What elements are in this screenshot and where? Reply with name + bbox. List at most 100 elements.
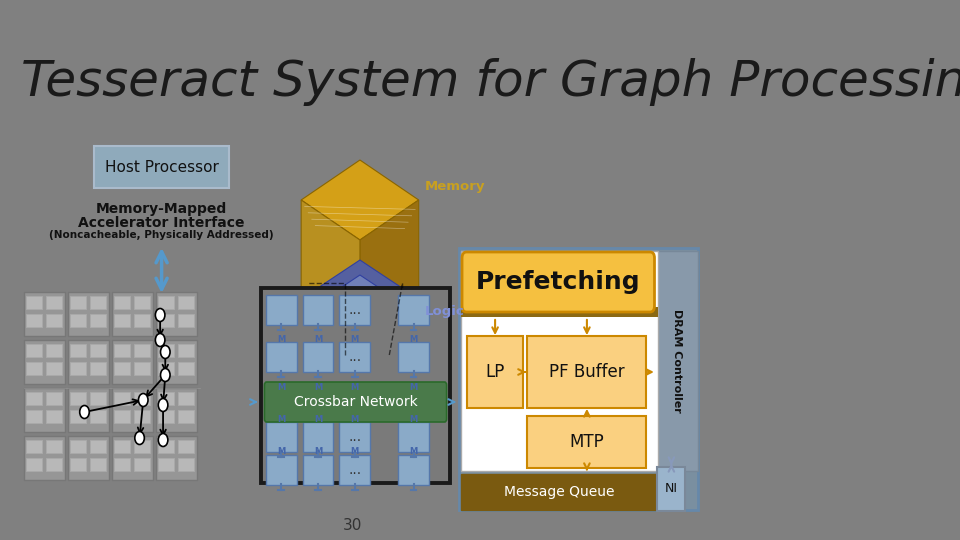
FancyBboxPatch shape bbox=[340, 455, 371, 485]
Circle shape bbox=[138, 394, 148, 407]
FancyBboxPatch shape bbox=[158, 410, 174, 423]
FancyBboxPatch shape bbox=[158, 344, 174, 357]
FancyBboxPatch shape bbox=[111, 388, 153, 432]
FancyBboxPatch shape bbox=[266, 455, 297, 485]
FancyBboxPatch shape bbox=[114, 296, 130, 309]
Text: PF Buffer: PF Buffer bbox=[549, 363, 625, 381]
Text: M: M bbox=[409, 382, 418, 392]
FancyBboxPatch shape bbox=[462, 307, 659, 317]
Text: M: M bbox=[350, 382, 359, 392]
FancyBboxPatch shape bbox=[45, 440, 61, 453]
FancyBboxPatch shape bbox=[23, 388, 64, 432]
Text: M: M bbox=[314, 415, 323, 423]
FancyBboxPatch shape bbox=[527, 416, 646, 468]
FancyBboxPatch shape bbox=[45, 344, 61, 357]
Text: M: M bbox=[277, 335, 285, 345]
Polygon shape bbox=[300, 275, 420, 355]
Polygon shape bbox=[301, 200, 360, 340]
FancyBboxPatch shape bbox=[178, 296, 194, 309]
FancyBboxPatch shape bbox=[114, 392, 130, 405]
FancyBboxPatch shape bbox=[45, 410, 61, 423]
FancyBboxPatch shape bbox=[302, 295, 333, 325]
FancyBboxPatch shape bbox=[158, 392, 174, 405]
FancyBboxPatch shape bbox=[70, 344, 86, 357]
Circle shape bbox=[156, 334, 165, 347]
Text: ...: ... bbox=[348, 463, 361, 477]
FancyBboxPatch shape bbox=[398, 342, 429, 372]
FancyBboxPatch shape bbox=[178, 410, 194, 423]
FancyBboxPatch shape bbox=[111, 292, 153, 336]
FancyBboxPatch shape bbox=[264, 382, 446, 422]
FancyBboxPatch shape bbox=[67, 388, 108, 432]
Text: Prefetching: Prefetching bbox=[476, 270, 640, 294]
FancyBboxPatch shape bbox=[656, 251, 698, 471]
FancyBboxPatch shape bbox=[23, 340, 64, 384]
Circle shape bbox=[156, 308, 165, 321]
FancyBboxPatch shape bbox=[133, 392, 150, 405]
FancyBboxPatch shape bbox=[94, 146, 229, 188]
FancyBboxPatch shape bbox=[70, 296, 86, 309]
Text: Memory: Memory bbox=[424, 180, 485, 193]
FancyBboxPatch shape bbox=[26, 344, 42, 357]
FancyBboxPatch shape bbox=[658, 467, 685, 511]
FancyBboxPatch shape bbox=[398, 455, 429, 485]
Text: M: M bbox=[409, 415, 418, 423]
FancyBboxPatch shape bbox=[26, 440, 42, 453]
FancyBboxPatch shape bbox=[89, 314, 106, 327]
Text: 30: 30 bbox=[343, 517, 362, 532]
FancyBboxPatch shape bbox=[70, 458, 86, 471]
Text: ...: ... bbox=[348, 303, 361, 317]
Text: M: M bbox=[409, 335, 418, 345]
FancyBboxPatch shape bbox=[89, 344, 106, 357]
FancyBboxPatch shape bbox=[156, 292, 197, 336]
Circle shape bbox=[158, 399, 168, 411]
Text: ...: ... bbox=[348, 430, 361, 444]
FancyBboxPatch shape bbox=[114, 458, 130, 471]
Polygon shape bbox=[300, 260, 420, 342]
FancyBboxPatch shape bbox=[266, 342, 297, 372]
FancyBboxPatch shape bbox=[178, 440, 194, 453]
Text: Host Processor: Host Processor bbox=[105, 159, 219, 174]
Text: MTP: MTP bbox=[569, 433, 604, 451]
FancyBboxPatch shape bbox=[114, 410, 130, 423]
Circle shape bbox=[80, 406, 89, 419]
FancyBboxPatch shape bbox=[45, 392, 61, 405]
Text: Message Queue: Message Queue bbox=[505, 485, 615, 499]
FancyBboxPatch shape bbox=[468, 336, 523, 408]
Text: M: M bbox=[350, 335, 359, 345]
FancyBboxPatch shape bbox=[45, 458, 61, 471]
FancyBboxPatch shape bbox=[133, 296, 150, 309]
Circle shape bbox=[158, 434, 168, 447]
FancyBboxPatch shape bbox=[158, 314, 174, 327]
FancyBboxPatch shape bbox=[114, 314, 130, 327]
Text: (Noncacheable, Physically Addressed): (Noncacheable, Physically Addressed) bbox=[49, 230, 274, 240]
FancyBboxPatch shape bbox=[302, 455, 333, 485]
FancyBboxPatch shape bbox=[527, 336, 646, 408]
Text: Tesseract System for Graph Processing: Tesseract System for Graph Processing bbox=[20, 58, 960, 106]
FancyBboxPatch shape bbox=[89, 458, 106, 471]
Text: NI: NI bbox=[665, 483, 678, 496]
FancyBboxPatch shape bbox=[302, 342, 333, 372]
Text: LP: LP bbox=[486, 363, 505, 381]
FancyBboxPatch shape bbox=[340, 422, 371, 452]
FancyBboxPatch shape bbox=[89, 362, 106, 375]
FancyBboxPatch shape bbox=[178, 344, 194, 357]
FancyBboxPatch shape bbox=[89, 392, 106, 405]
FancyBboxPatch shape bbox=[111, 436, 153, 480]
FancyBboxPatch shape bbox=[340, 342, 371, 372]
FancyBboxPatch shape bbox=[133, 458, 150, 471]
FancyBboxPatch shape bbox=[178, 314, 194, 327]
FancyBboxPatch shape bbox=[45, 296, 61, 309]
Text: Memory-Mapped: Memory-Mapped bbox=[96, 202, 228, 216]
FancyBboxPatch shape bbox=[133, 362, 150, 375]
FancyBboxPatch shape bbox=[26, 410, 42, 423]
FancyBboxPatch shape bbox=[133, 344, 150, 357]
FancyBboxPatch shape bbox=[133, 314, 150, 327]
FancyBboxPatch shape bbox=[158, 362, 174, 375]
FancyBboxPatch shape bbox=[156, 388, 197, 432]
FancyBboxPatch shape bbox=[26, 314, 42, 327]
Text: Logic: Logic bbox=[424, 305, 465, 318]
FancyBboxPatch shape bbox=[114, 440, 130, 453]
FancyBboxPatch shape bbox=[111, 340, 153, 384]
Text: M: M bbox=[314, 448, 323, 456]
